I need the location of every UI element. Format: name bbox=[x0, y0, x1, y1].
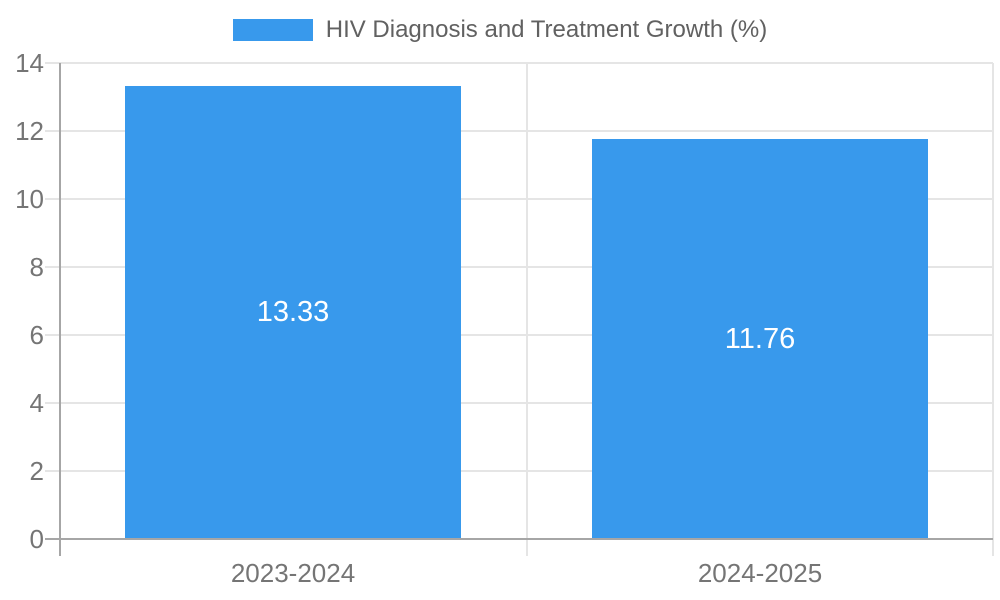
y-gridline bbox=[45, 402, 993, 404]
y-axis-tick-label: 2 bbox=[29, 456, 44, 486]
y-gridline bbox=[45, 130, 993, 132]
y-gridline bbox=[45, 266, 993, 268]
bar-2023-2024[interactable]: 13.33 bbox=[125, 86, 461, 539]
x-axis-tick-label: 2024-2025 bbox=[697, 558, 823, 588]
y-gridline bbox=[45, 334, 993, 336]
x-axis-baseline bbox=[45, 538, 993, 540]
y-axis-tick-label: 8 bbox=[29, 252, 44, 282]
x-gridline bbox=[992, 63, 994, 556]
bar-2024-2025[interactable]: 11.76 bbox=[592, 139, 928, 539]
y-gridline bbox=[45, 470, 993, 472]
bar-value-label: 13.33 bbox=[256, 296, 330, 328]
y-gridline bbox=[45, 198, 993, 200]
legend: HIV Diagnosis and Treatment Growth (%) bbox=[0, 16, 1000, 44]
y-axis-tick-label: 12 bbox=[15, 116, 44, 146]
bar-value-label: 11.76 bbox=[724, 322, 796, 355]
y-axis-tick-label: 14 bbox=[15, 48, 44, 78]
y-gridline bbox=[45, 62, 993, 64]
legend-swatch-icon bbox=[232, 19, 313, 41]
legend-item[interactable]: HIV Diagnosis and Treatment Growth (%) bbox=[232, 16, 768, 44]
y-axis-tick-label: 10 bbox=[15, 184, 44, 214]
y-axis-tick-label: 4 bbox=[29, 388, 44, 418]
y-axis-line bbox=[59, 63, 61, 556]
x-axis-tick-label: 2023-2024 bbox=[230, 558, 356, 588]
y-axis-tick-label: 0 bbox=[29, 524, 44, 554]
x-gridline bbox=[526, 63, 528, 556]
legend-label: HIV Diagnosis and Treatment Growth (%) bbox=[325, 16, 768, 43]
y-axis-tick-label: 6 bbox=[29, 320, 44, 350]
